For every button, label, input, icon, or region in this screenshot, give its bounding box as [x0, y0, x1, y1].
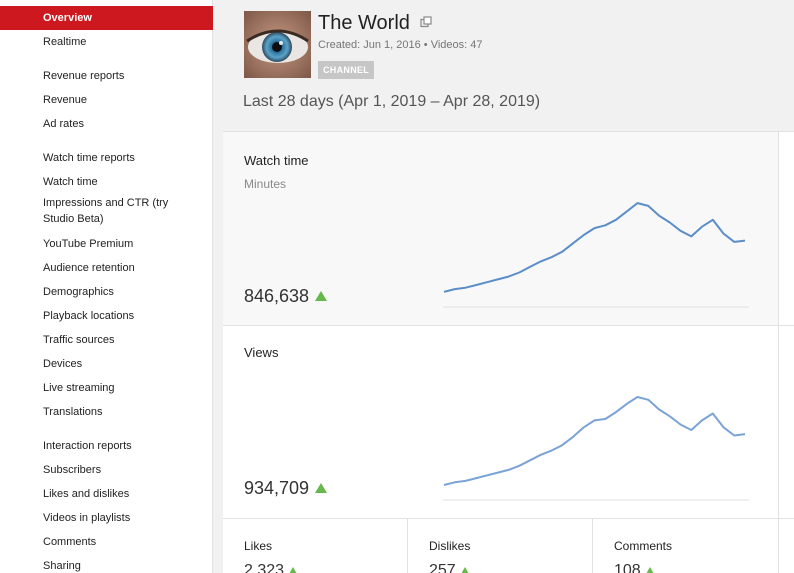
series-line [443, 202, 746, 293]
sidebar-item-impressions-cont[interactable]: Studio Beta) [43, 213, 104, 225]
sidebar-heading-interaction[interactable]: Interaction reports [43, 440, 132, 452]
channel-badge: CHANNEL [318, 61, 375, 79]
views-card[interactable]: Views 934,709 [223, 325, 794, 518]
sidebar: Overview Realtime Revenue reports Revenu… [0, 0, 213, 573]
eye-thumbnail-icon [244, 11, 311, 78]
watch-time-card[interactable]: Watch time Minutes 846,638 [223, 131, 794, 325]
views-value-text: 934,709 [244, 478, 310, 498]
sidebar-item-likes-dislikes[interactable]: Likes and dislikes [43, 488, 130, 500]
views-card-body: Views 934,709 [223, 326, 779, 518]
channel-meta: Created: Jun 1, 2016 • Videos: 47 [318, 39, 483, 51]
sidebar-item-sharing[interactable]: Sharing [43, 560, 81, 572]
sidebar-item-traffic-sources[interactable]: Traffic sources [43, 334, 115, 346]
trend-up-icon [315, 291, 328, 301]
sidebar-heading-watch-time[interactable]: Watch time reports [43, 152, 135, 164]
sidebar-item-watch-time[interactable]: Watch time [43, 176, 98, 188]
watch-time-subtitle: Minutes [244, 177, 287, 191]
views-sparkline [443, 396, 749, 501]
trend-up-icon [460, 567, 469, 573]
channel-thumbnail[interactable] [244, 11, 311, 78]
trend-up-icon [645, 567, 654, 573]
sidebar-item-subscribers[interactable]: Subscribers [43, 464, 102, 476]
sidebar-item-revenue[interactable]: Revenue [43, 94, 88, 106]
sidebar-item-videos-in-playlists[interactable]: Videos in playlists [43, 512, 131, 524]
likes-value: 2,323 [244, 561, 298, 573]
date-range[interactable]: Last 28 days (Apr 1, 2019 – Apr 28, 2019… [243, 93, 541, 110]
sidebar-item-youtube-premium[interactable]: YouTube Premium [43, 238, 134, 250]
sidebar-item-playback-locations[interactable]: Playback locations [43, 310, 135, 322]
channel-title[interactable]: The World [318, 12, 410, 34]
watch-time-title: Watch time [244, 153, 309, 168]
sidebar-item-live-streaming[interactable]: Live streaming [43, 382, 115, 394]
views-title: Views [244, 345, 279, 360]
watch-time-value: 846,638 [244, 285, 328, 307]
external-link-icon[interactable] [420, 16, 432, 28]
sidebar-item-translations[interactable]: Translations [43, 406, 103, 418]
watch-time-card-body: Watch time Minutes 846,638 [223, 132, 779, 325]
sidebar-item-comments[interactable]: Comments [43, 536, 97, 548]
dislikes-value-text: 257 [429, 562, 456, 573]
likes-value-text: 2,323 [244, 562, 285, 573]
dislikes-stat[interactable]: Dislikes 257 [408, 519, 593, 573]
sidebar-item-realtime[interactable]: Realtime [43, 36, 87, 48]
sidebar-item-overview[interactable]: Overview [0, 6, 213, 30]
sidebar-item-audience-retention[interactable]: Audience retention [43, 262, 135, 274]
likes-stat[interactable]: Likes 2,323 [223, 519, 408, 573]
comments-value-text: 108 [614, 562, 641, 573]
comments-value: 108 [614, 561, 654, 573]
series-line [443, 396, 746, 486]
comments-label: Comments [614, 539, 673, 553]
watch-time-value-text: 846,638 [244, 286, 310, 306]
trend-up-icon [289, 567, 298, 573]
comments-stat[interactable]: Comments 108 [593, 519, 779, 573]
trend-up-icon [315, 483, 328, 493]
views-value: 934,709 [244, 477, 328, 499]
engagement-stats-row: Likes 2,323 Dislikes 257 Comments 108 [223, 518, 794, 573]
dislikes-value: 257 [429, 561, 469, 573]
likes-label: Likes [244, 539, 273, 553]
watch-time-sparkline [443, 202, 749, 308]
dislikes-label: Dislikes [429, 539, 471, 553]
sidebar-item-devices[interactable]: Devices [43, 358, 83, 370]
sidebar-item-ad-rates[interactable]: Ad rates [43, 118, 84, 130]
sidebar-item-impressions[interactable]: Impressions and CTR (try [43, 197, 169, 209]
sidebar-heading-revenue[interactable]: Revenue reports [43, 70, 125, 82]
sidebar-item-demographics[interactable]: Demographics [43, 286, 114, 298]
